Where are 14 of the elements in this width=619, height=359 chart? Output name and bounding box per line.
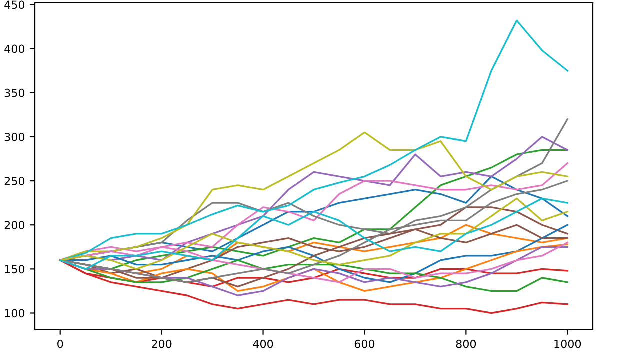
y-tick-label: 400 (4, 44, 25, 54)
x-tick-label: 400 (253, 340, 274, 348)
x-tick-label: 0 (58, 340, 64, 348)
y-tick-label: 350 (4, 88, 25, 98)
x-tick-label: 800 (456, 340, 476, 348)
x-tick-label: 600 (354, 340, 375, 348)
y-tick-label: 150 (5, 265, 25, 274)
x-tick-label: 1000 (554, 340, 582, 348)
y-tick-label: 450 (4, 0, 25, 10)
y-tick-label: 300 (4, 132, 25, 142)
x-tick-label: 200 (152, 340, 172, 348)
y-tick-label: 100 (5, 309, 25, 318)
y-tick-label: 200 (4, 221, 25, 230)
y-tick-label: 250 (4, 177, 25, 186)
